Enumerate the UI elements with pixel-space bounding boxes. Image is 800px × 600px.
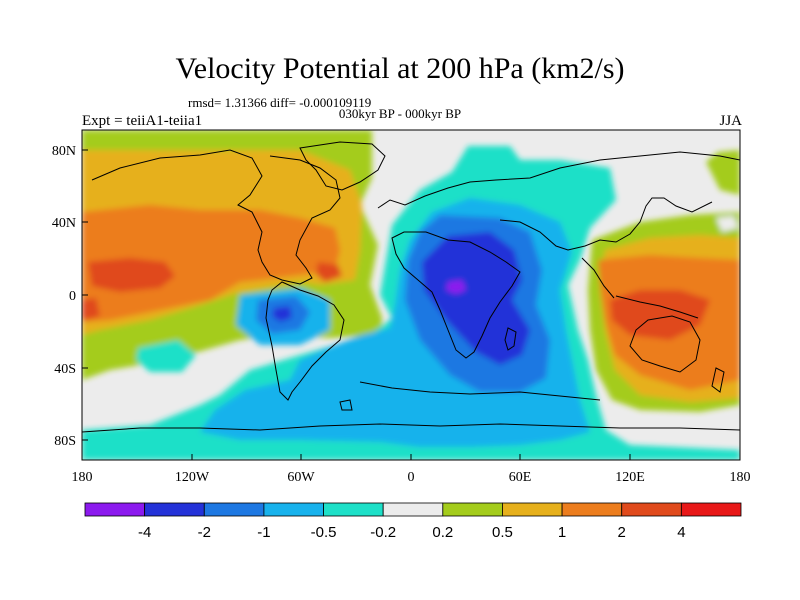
period-text: 030kyr BP - 000kyr BP: [338, 106, 462, 121]
lat-tick-label: 40S: [54, 362, 76, 377]
colorbar-label: 4: [677, 524, 685, 541]
season-label: JJA: [719, 113, 742, 129]
colorbar-box: [680, 502, 742, 517]
colorbar-box: [442, 502, 503, 517]
colorbar-label: -1: [257, 524, 270, 541]
colorbar-label: 2: [618, 524, 626, 541]
lon-tick-label: 60E: [509, 470, 532, 485]
colorbar: [84, 502, 742, 517]
colorbar-box: [203, 502, 265, 517]
experiment-label: Expt = teiiA1-teiia1: [82, 113, 203, 129]
colorbar-label: -2: [198, 524, 211, 541]
colorbar-label: -4: [138, 524, 151, 541]
lon-tick-label: 0: [408, 470, 415, 485]
colorbar-box: [561, 502, 623, 517]
colorbar-box: [263, 502, 324, 517]
colorbar-labels: -4 -2 -1 -0.5 -0.2 0.2 0.5 1 2 4: [138, 524, 686, 541]
colorbar-box: [144, 502, 205, 517]
colorbar-box: [502, 502, 563, 517]
coastlines: [82, 141, 740, 433]
lat-tick-label: 40N: [52, 216, 76, 231]
lon-tick-label: 60W: [287, 470, 315, 485]
colorbar-box: [621, 502, 682, 517]
lon-tick-label: 180: [72, 470, 93, 485]
colorbar-box: [323, 502, 384, 517]
lon-tick-label: 180: [730, 470, 751, 485]
lon-tick-label: 120W: [175, 470, 210, 485]
latitude-axis: 80N 40N 0 40S 80S: [52, 144, 88, 449]
lon-tick-label: 120E: [615, 470, 645, 485]
contour-fill: [82, 130, 740, 460]
lat-tick-label: 80S: [54, 434, 76, 449]
rmsd-diff-text: rmsd= 1.31366 diff= -0.000109119: [188, 95, 372, 110]
lat-tick-label: 0: [69, 289, 76, 304]
colorbar-box: [84, 502, 146, 517]
colorbar-label: -0.2: [370, 524, 396, 541]
longitude-axis: 180 120W 60W 0 60E 120E 180: [72, 454, 751, 485]
map-title: Velocity Potential at 200 hPa (km2/s): [175, 52, 625, 85]
colorbar-label: 0.2: [432, 524, 453, 541]
lat-tick-label: 80N: [52, 144, 76, 159]
colorbar-label: 1: [558, 524, 566, 541]
colorbar-label: 0.5: [492, 524, 513, 541]
colorbar-box: [382, 502, 444, 517]
colorbar-label: -0.5: [311, 524, 337, 541]
